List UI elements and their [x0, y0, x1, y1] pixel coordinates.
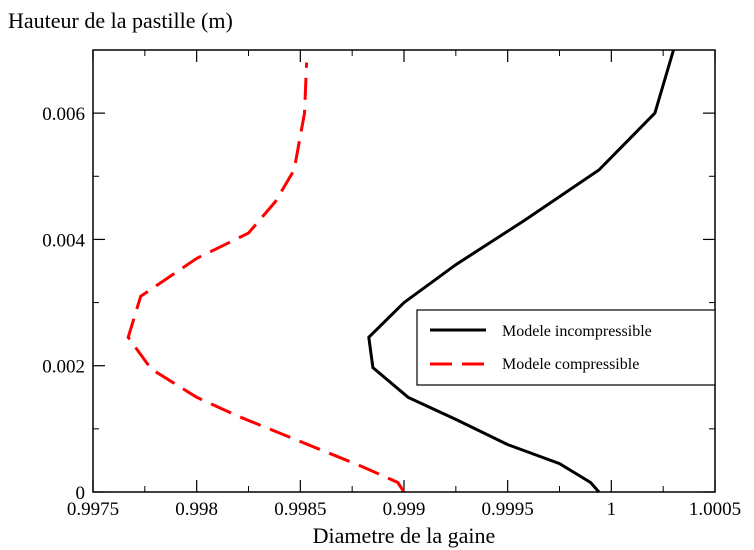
legend-label-incompressible: Modele incompressible: [502, 323, 652, 340]
y-axis-title: Hauteur de la pastille (m): [8, 8, 233, 33]
x-tick-label: 0.9975: [67, 499, 119, 520]
y-tick-label: 0.004: [42, 230, 85, 251]
x-tick-label: 0.999: [383, 499, 426, 520]
x-tick-label: 0.998: [175, 499, 218, 520]
legend: Modele incompressible Modele compressibl…: [416, 309, 716, 386]
tick-labels: 0.9975 0.998 0.9985 0.999 0.9995 1 1.0005 0 0.00…: [42, 104, 741, 520]
legend-box: [416, 309, 716, 386]
series-line-compressible: [126, 62, 406, 493]
y-tick-label: 0.006: [42, 104, 85, 125]
y-tick-label: 0: [76, 483, 86, 504]
series-lines: [126, 49, 675, 493]
x-tick-label: 0.9985: [274, 499, 326, 520]
x-tick-label: 0.9995: [482, 499, 534, 520]
series-line-incompressible: [367, 49, 675, 493]
y-tick-label: 0.002: [42, 357, 85, 378]
axis-ticks: [92, 50, 716, 493]
legend-label-compressible: Modele compressible: [502, 356, 639, 373]
x-tick-label: 1.0005: [689, 499, 741, 520]
plot-frame: [92, 49, 716, 493]
x-tick-label: 1: [607, 499, 617, 520]
x-axis-title: Diametre de la gaine: [313, 523, 496, 548]
